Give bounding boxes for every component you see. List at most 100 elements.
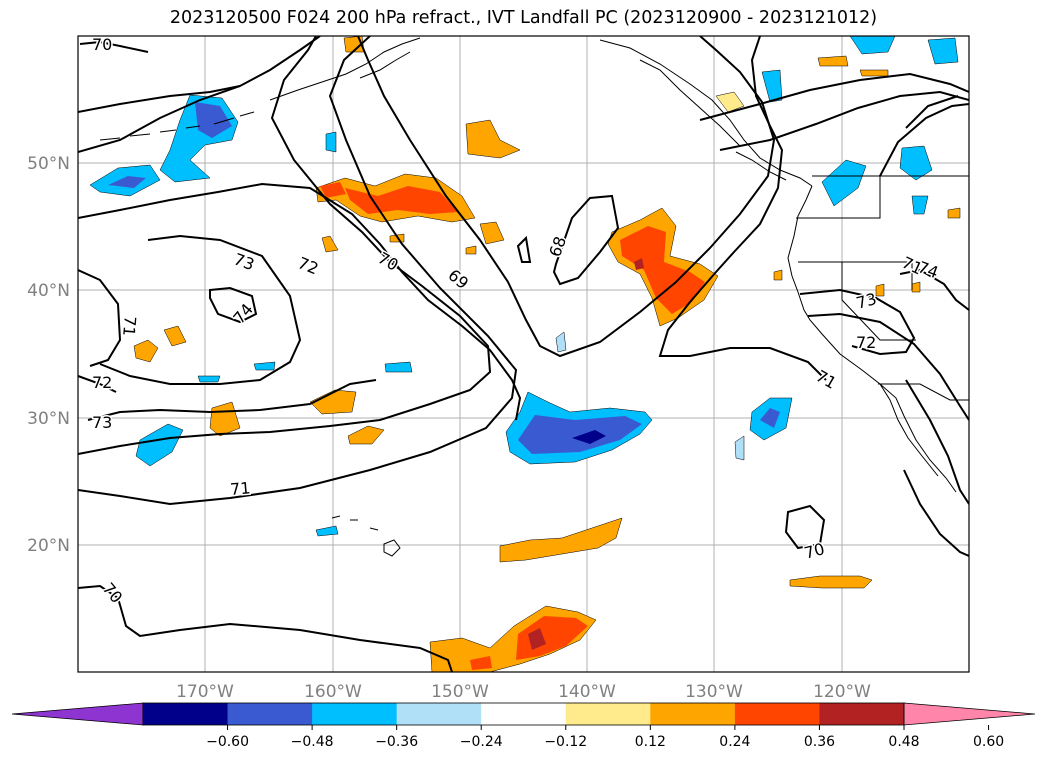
colorbar-ticks: −0.60 −0.48 −0.36 −0.24 −0.12 0.12 0.24 0.36 0.4… <box>206 725 1004 750</box>
colorbar-tick-label: −0.36 <box>375 734 418 750</box>
orange-region-west-2 <box>309 389 357 415</box>
blue-region-central-peak <box>572 430 606 444</box>
blue-region-washington <box>821 159 867 207</box>
orange-region-small-1 <box>479 221 505 245</box>
coastline-baja <box>879 383 939 477</box>
blue-region-ne-corner-2 <box>927 37 959 65</box>
colorbar-tick-label: 0.12 <box>635 734 666 750</box>
blue-region-small-5 <box>253 361 276 371</box>
blue-region-small-1 <box>384 361 413 373</box>
map-frame <box>77 35 970 673</box>
orange-region-west-3 <box>347 425 385 445</box>
colorbar-segment <box>650 703 736 725</box>
orange-region-small-3 <box>817 55 849 67</box>
coastline-bc-islands <box>639 59 741 147</box>
blue-region-small-6 <box>734 435 745 461</box>
contour-73-east <box>719 90 969 151</box>
contour-label: 72 <box>92 373 112 392</box>
contour-east-coastal-1 <box>899 268 969 311</box>
orange-region-small-4 <box>859 69 889 77</box>
coastline-aleutians <box>99 111 255 141</box>
orange-region-subtropical <box>499 517 623 563</box>
colorbar: −0.60 −0.48 −0.36 −0.24 −0.12 0.12 0.24 0.36 0.4… <box>11 702 1036 750</box>
coastline-se-alaska <box>599 39 813 187</box>
longitude-labels: 170°W 160°W 150°W 140°W 130°W 120°W <box>176 682 871 702</box>
coastline-hawaii-big <box>383 539 401 557</box>
blue-region-east-core <box>760 408 780 428</box>
colorbar-segment <box>396 703 482 725</box>
blue-region-bc <box>761 69 783 103</box>
lon-label-130w: 130°W <box>685 682 743 702</box>
contour-east-coastal-2 <box>799 288 916 356</box>
colorbar-extend-high <box>903 702 1036 726</box>
colorbar-segment <box>312 703 398 725</box>
lat-label-20n: 20°N <box>27 536 70 556</box>
contour-east-72 <box>879 103 969 177</box>
orange-region-small-7 <box>773 269 783 281</box>
border-states-1 <box>796 176 881 219</box>
colorbar-segments <box>143 703 905 725</box>
contour-label: 71 <box>229 478 251 499</box>
figure-title: 2023120500 F024 200 hPa refract., IVT La… <box>169 8 878 28</box>
contour-72-ring <box>78 36 492 455</box>
lon-label-150w: 150°W <box>431 682 489 702</box>
lon-label-120w: 120°W <box>813 682 871 702</box>
blue-region-small-2 <box>555 331 567 353</box>
blue-region-canada <box>899 145 933 181</box>
lat-label-30n: 30°N <box>27 409 70 429</box>
coastline-hawaii-1 <box>331 515 341 519</box>
blue-region-small-3 <box>325 131 337 153</box>
colorbar-segment <box>227 703 313 725</box>
border-us-mexico <box>878 383 969 401</box>
orange-region-small-8 <box>875 283 885 297</box>
orange-region-north-pacific-peak <box>320 182 346 198</box>
contour-label: 73 <box>92 413 112 432</box>
coastlines <box>99 37 969 557</box>
orange-region-north-pacific-core <box>345 186 458 214</box>
contour-east-71 <box>905 95 959 129</box>
contour-label: 71 <box>119 315 140 337</box>
lat-label-40n: 40°N <box>27 281 70 301</box>
colorbar-tick-label: 0.36 <box>804 734 835 750</box>
orange-region-small-10 <box>715 91 745 113</box>
blue-region-hawaii <box>315 525 339 537</box>
orange-region-south-peak <box>528 628 546 650</box>
contour-label: 70 <box>92 35 112 54</box>
border-states-3 <box>841 262 916 341</box>
blue-region-small-7 <box>911 195 929 215</box>
lon-label-140w: 140°W <box>558 682 616 702</box>
contour-70-bottom-right <box>903 469 969 557</box>
orange-region-east-band <box>789 575 873 589</box>
contour-71-west <box>78 269 122 367</box>
blue-region-small-4 <box>197 375 221 383</box>
colorbar-frame <box>142 702 905 726</box>
colorbar-segment <box>734 703 820 725</box>
orange-region-alaska-gulf <box>465 119 521 159</box>
coastline-vancouver-island <box>735 151 787 181</box>
orange-region-small-6 <box>465 245 477 255</box>
colorbar-tick-label: −0.48 <box>291 734 334 750</box>
blue-region-alaska-west-core <box>195 102 232 138</box>
contour-72-east <box>699 72 969 121</box>
colorbar-segment <box>819 703 905 725</box>
colorbar-segment <box>565 703 651 725</box>
colorbar-extend-low <box>11 702 144 726</box>
positive-pc-regions <box>133 36 961 672</box>
contour-68-small <box>516 235 532 263</box>
contour-68 <box>552 194 620 286</box>
colorbar-segment <box>481 703 567 725</box>
orange-region-small-11 <box>321 235 339 253</box>
contour-70-south-west <box>78 584 453 672</box>
blue-region-ne-corner <box>849 36 896 55</box>
orange-region-northeast-core <box>620 226 705 314</box>
orange-region-northeast-peak <box>634 258 644 270</box>
negative-pc-regions <box>89 36 959 537</box>
lat-label-50n: 50°N <box>27 154 70 174</box>
colorbar-tick-label: 0.60 <box>973 734 1004 750</box>
contour-north-1 <box>78 85 241 113</box>
contour-73-west <box>87 379 377 421</box>
orange-region-west-4 <box>133 339 159 363</box>
contour-label: 72 <box>856 333 876 352</box>
contour-72-west <box>78 375 117 393</box>
